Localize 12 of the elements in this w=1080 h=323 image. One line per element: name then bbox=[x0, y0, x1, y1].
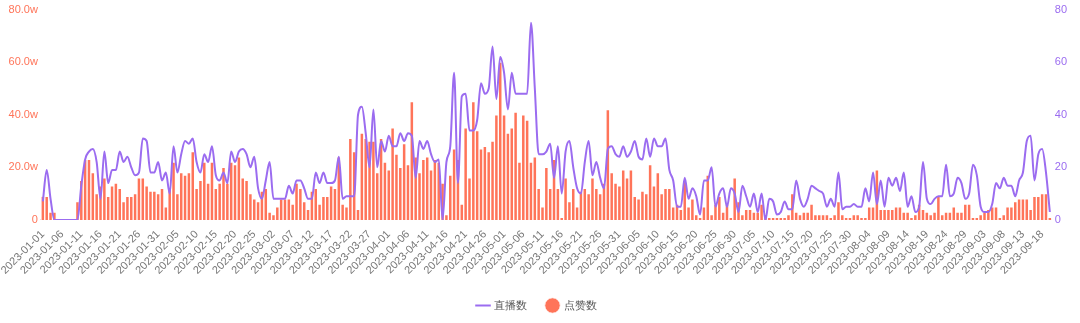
y-tick-label: 0 bbox=[31, 212, 38, 225]
y-tick-label: 60.0w bbox=[8, 55, 38, 68]
y2-tick-label: 0 bbox=[1054, 212, 1061, 225]
y-tick-label: 40.0w bbox=[8, 107, 38, 120]
y-tick-label: 80.0w bbox=[8, 2, 38, 15]
y2-tick-label: 60 bbox=[1054, 55, 1068, 68]
y2-tick-label: 40 bbox=[1054, 107, 1068, 120]
y2-tick-label: 80 bbox=[1054, 2, 1068, 15]
legend-label: 直播数 bbox=[494, 298, 527, 311]
y-tick-label: 20.0w bbox=[8, 160, 38, 173]
legend-label: 点赞数 bbox=[563, 298, 597, 311]
y2-tick-label: 20 bbox=[1054, 160, 1068, 173]
